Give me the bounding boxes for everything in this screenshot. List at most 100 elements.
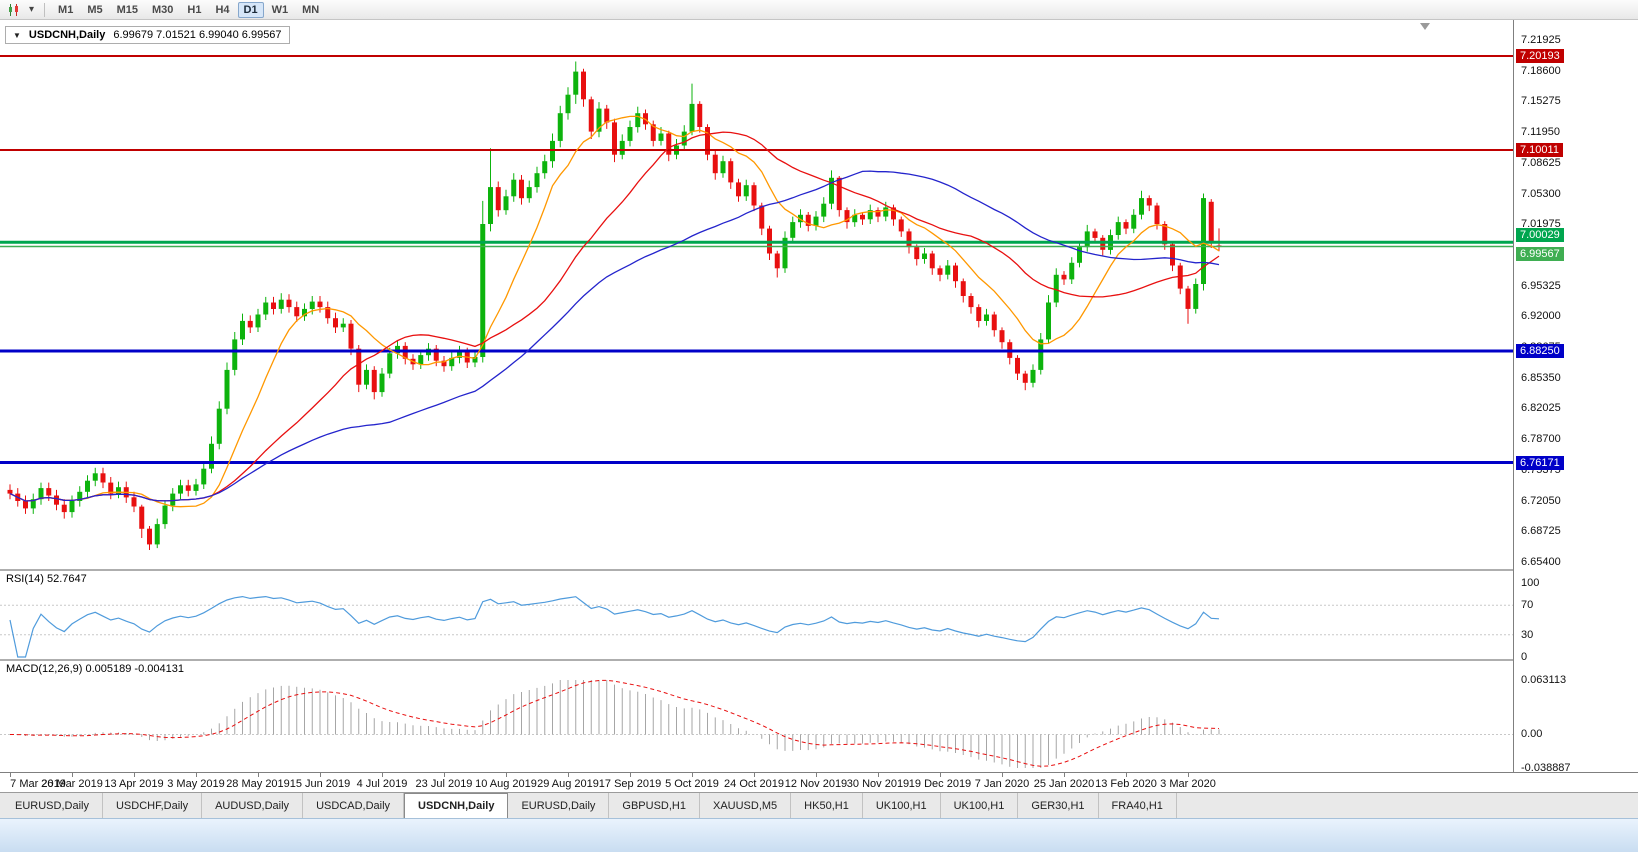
date-axis-label: 3 Mar 2020 — [1160, 778, 1216, 790]
chart-tab-usdcnh-daily[interactable]: USDCNH,Daily — [404, 793, 509, 818]
date-axis-tick — [258, 773, 259, 777]
macd-name: MACD(12,26,9) — [6, 663, 83, 675]
date-axis-tick — [196, 773, 197, 777]
macd-indicator-chart[interactable] — [0, 660, 1513, 772]
date-axis-tick — [72, 773, 73, 777]
chart-region: ▼ USDCNH,Daily 6.99679 7.01521 6.99040 6… — [0, 20, 1638, 792]
date-axis-tick — [816, 773, 817, 777]
price-axis-tick: 6.65400 — [1521, 556, 1561, 568]
date-axis-label: 3 May 2019 — [167, 778, 225, 790]
main-price-chart[interactable] — [0, 20, 1513, 570]
timeframe-button-m15[interactable]: M15 — [116, 3, 138, 16]
timeframe-button-m30[interactable]: M30 — [152, 3, 174, 16]
timeframe-button-h4[interactable]: H4 — [215, 3, 230, 16]
panel-splitter[interactable] — [0, 659, 1638, 661]
date-axis-label: 12 Nov 2019 — [784, 778, 848, 790]
chart-tab-uk100-h1[interactable]: UK100,H1 — [941, 793, 1019, 818]
date-axis-tick — [320, 773, 321, 777]
toolbar: ▾ M1 M5 M15 M30 H1 H4 D1 W1 MN — [0, 0, 1638, 20]
date-axis-tick — [10, 773, 11, 777]
rsi-axis-tick: 100 — [1521, 577, 1540, 589]
rsi-axis-tick: 70 — [1521, 599, 1534, 611]
date-axis-label: 28 May 2019 — [226, 778, 290, 790]
rsi-indicator-label: RSI(14) 52.7647 — [6, 573, 87, 585]
macd-axis-tick: 0.00 — [1521, 728, 1543, 740]
price-badge: 6.99567 — [1516, 247, 1564, 261]
date-axis-tick — [692, 773, 693, 777]
timeframe-button-m1[interactable]: M1 — [58, 3, 74, 16]
chart-tab-eurusd-daily[interactable]: EURUSD,Daily — [508, 793, 610, 818]
price-axis-tick: 7.21925 — [1521, 34, 1561, 46]
price-badge: 6.88250 — [1516, 344, 1564, 358]
chart-caption: ▼ USDCNH,Daily 6.99679 7.01521 6.99040 6… — [5, 26, 290, 44]
price-axis-tick: 6.95325 — [1521, 280, 1561, 292]
panel-splitter[interactable] — [0, 569, 1638, 571]
chart-tab-hk50-h1[interactable]: HK50,H1 — [791, 793, 863, 818]
chart-tab-usdcad-daily[interactable]: USDCAD,Daily — [303, 793, 405, 818]
chart-tab-ger30-h1[interactable]: GER30,H1 — [1018, 793, 1099, 818]
date-axis-label: 24 Oct 2019 — [724, 778, 784, 790]
date-axis-label: 30 Nov 2019 — [846, 778, 910, 790]
price-axis-tick: 7.11950 — [1521, 126, 1560, 138]
date-axis-label: 4 Jul 2019 — [356, 778, 408, 790]
macd-indicator-label: MACD(12,26,9) 0.005189 -0.004131 — [6, 663, 184, 675]
price-axis-tick: 6.92000 — [1521, 310, 1561, 322]
timeframe-button-h1[interactable]: H1 — [187, 3, 202, 16]
date-axis-label: 7 Mar 2019 — [10, 778, 66, 790]
timeframe-button-d1[interactable]: D1 — [237, 1, 264, 18]
timeframe-button-m5[interactable]: M5 — [87, 3, 103, 16]
price-axis-tick: 6.72050 — [1521, 495, 1561, 507]
date-axis-label: 15 Jun 2019 — [289, 778, 351, 790]
rsi-axis-tick: 0 — [1521, 651, 1528, 663]
date-axis-tick — [940, 773, 941, 777]
chart-type-dropdown-caret-icon[interactable]: ▾ — [29, 4, 35, 15]
chart-tab-xauusd-m5[interactable]: XAUUSD,M5 — [700, 793, 792, 818]
one-click-trading-arrow-icon[interactable]: ▼ — [13, 30, 21, 40]
price-badge: 6.76171 — [1516, 456, 1564, 470]
timeframe-toolbar: M1 M5 M15 M30 H1 H4 D1 W1 MN — [52, 1, 325, 18]
timeframe-button-w1[interactable]: W1 — [271, 3, 289, 16]
date-axis-tick — [754, 773, 755, 777]
chart-tab-fra40-h1[interactable]: FRA40,H1 — [1099, 793, 1177, 818]
chart-tab-gbpusd-h1[interactable]: GBPUSD,H1 — [609, 793, 700, 818]
chart-shift-marker-icon[interactable] — [1420, 23, 1430, 30]
price-axis-tick: 7.18600 — [1521, 65, 1561, 77]
date-axis-label: 25 Jan 2020 — [1033, 778, 1095, 790]
date-axis-label: 23 Jul 2019 — [415, 778, 473, 790]
price-badge: 7.00029 — [1516, 228, 1564, 242]
price-axis-tick: 6.68725 — [1521, 525, 1561, 537]
macd-axis-tick: -0.038887 — [1521, 762, 1571, 774]
date-axis-tick — [630, 773, 631, 777]
date-axis-tick — [1126, 773, 1127, 777]
chart-tab-bar: EURUSD,Daily USDCHF,Daily AUDUSD,Daily USDC… — [0, 792, 1638, 818]
price-axis-tick: 7.08625 — [1521, 157, 1561, 169]
price-axis-tick: 7.01975 — [1521, 218, 1561, 230]
date-axis-label: 13 Apr 2019 — [104, 778, 164, 790]
date-axis-tick — [1188, 773, 1189, 777]
timeframe-button-mn[interactable]: MN — [302, 3, 320, 16]
date-axis-tick — [382, 773, 383, 777]
chart-tab-usdchf-daily[interactable]: USDCHF,Daily — [103, 793, 203, 818]
date-axis[interactable]: 7 Mar 2019 26 Mar 2019 13 Apr 2019 3 May 20… — [0, 772, 1638, 792]
chart-tab-audusd-daily[interactable]: AUDUSD,Daily — [202, 793, 304, 818]
chart-symbol-label: USDCNH,Daily — [28, 29, 106, 41]
date-axis-tick — [506, 773, 507, 777]
date-axis-label: 19 Dec 2019 — [908, 778, 972, 790]
rsi-indicator-chart[interactable] — [0, 570, 1513, 660]
price-axis-tick: 7.05300 — [1521, 188, 1561, 200]
price-badge: 7.20193 — [1516, 49, 1564, 63]
date-axis-tick — [878, 773, 879, 777]
chart-tab-eurusd-daily[interactable]: EURUSD,Daily — [2, 793, 103, 818]
date-axis-tick — [444, 773, 445, 777]
price-axis[interactable]: 7.21925 7.18600 7.15275 7.11950 7.08625 7.053… — [1513, 20, 1638, 792]
chart-tab-uk100-h1[interactable]: UK100,H1 — [863, 793, 941, 818]
chart-type-icon[interactable] — [4, 2, 24, 18]
price-axis-tick: 6.82025 — [1521, 402, 1561, 414]
status-bar — [0, 818, 1638, 852]
date-axis-label: 26 Mar 2019 — [41, 778, 103, 790]
price-badge: 7.10011 — [1516, 143, 1563, 157]
toolbar-separator — [44, 2, 46, 17]
price-axis-tick: 6.78700 — [1521, 433, 1561, 445]
date-axis-tick — [568, 773, 569, 777]
date-axis-label: 7 Jan 2020 — [974, 778, 1030, 790]
